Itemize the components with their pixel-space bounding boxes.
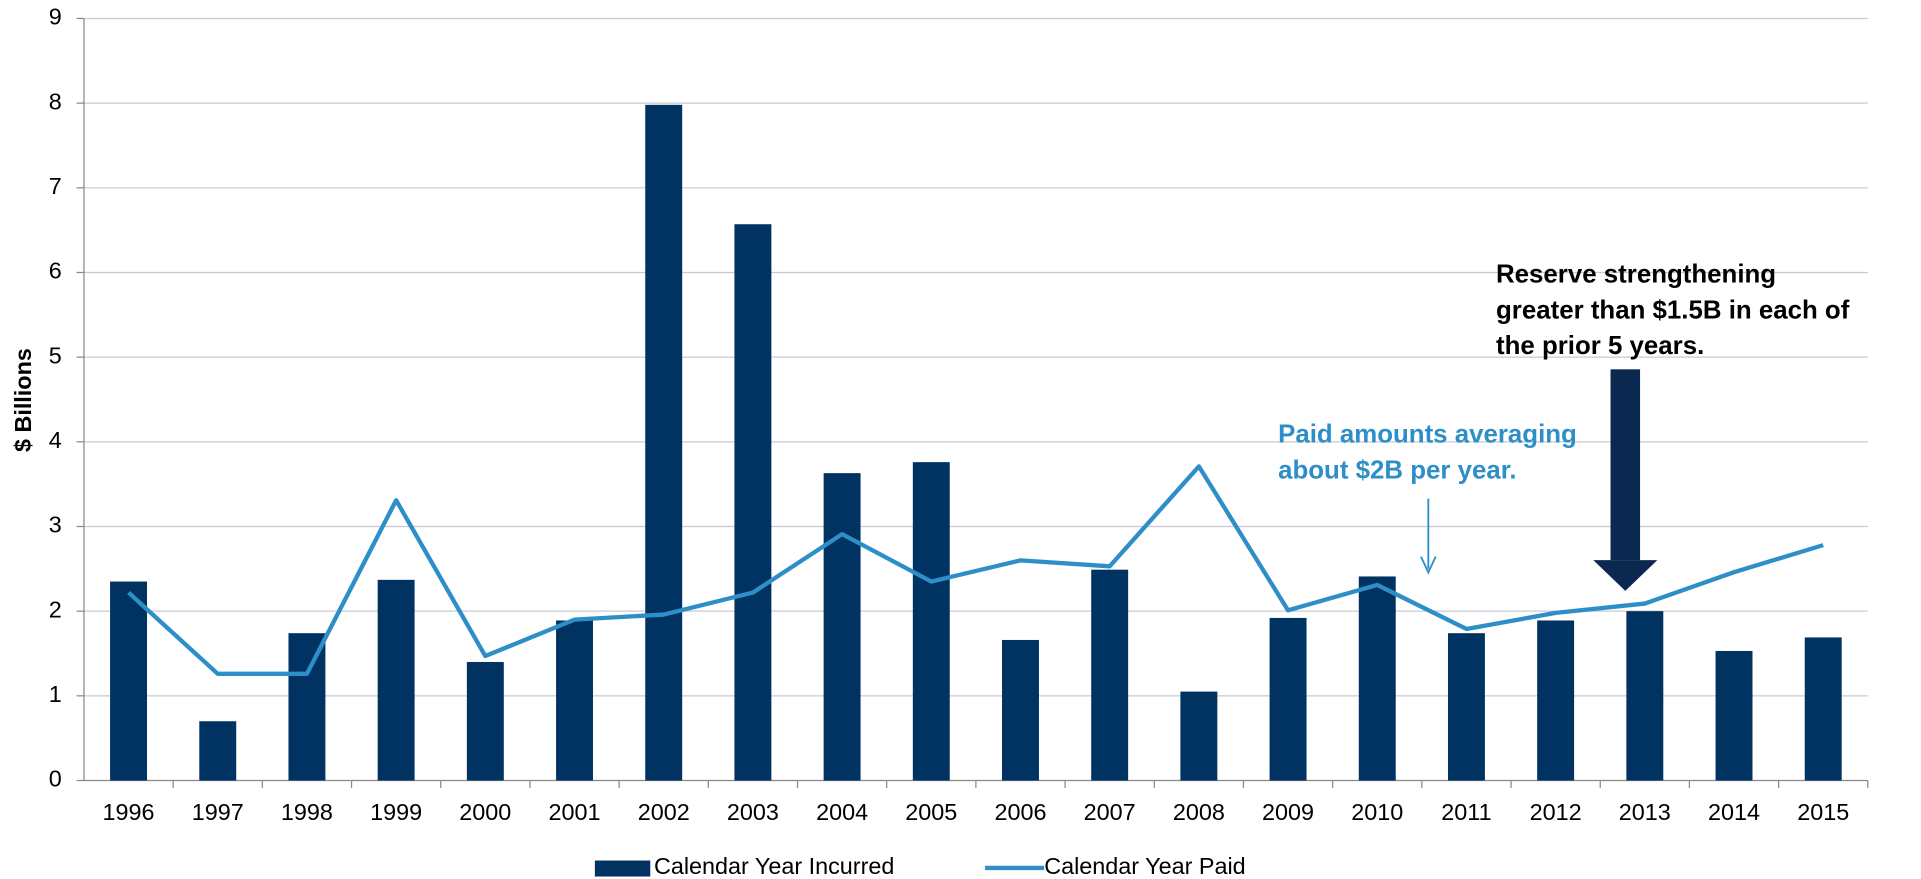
legend-swatch	[594, 860, 651, 877]
legend-label: Calendar Year Paid	[1044, 853, 1245, 879]
line	[127, 464, 1824, 676]
bar	[377, 579, 415, 781]
y-tick-label: 4	[49, 427, 62, 453]
x-tick-label: 1997	[192, 799, 244, 825]
bar	[199, 721, 237, 781]
bar	[288, 633, 326, 781]
annotation: Reserve strengthening	[1496, 261, 1776, 289]
y-tick-label: 1	[49, 681, 62, 707]
y-tick-label: 7	[49, 173, 62, 199]
annotation: Paid amounts averaging	[1278, 421, 1577, 449]
x-tick-label: 2010	[1351, 799, 1403, 825]
x-tick-label: 2005	[905, 799, 957, 825]
x-tick-label: 2014	[1708, 799, 1760, 825]
bar	[1091, 569, 1129, 781]
x-tick-label: 1996	[103, 799, 155, 825]
bar	[1002, 639, 1039, 781]
x-tick-label: 2013	[1619, 799, 1671, 825]
y-tick-label: 5	[49, 342, 62, 368]
y-tick-label: 6	[49, 258, 62, 284]
y-axis-label: $ Billions	[10, 348, 36, 452]
bar	[912, 462, 950, 781]
x-tick-label: 2008	[1173, 799, 1225, 825]
bar	[1180, 691, 1218, 781]
arrow-reserve	[1593, 369, 1658, 591]
bar	[1715, 650, 1753, 781]
arrow-paid	[1420, 498, 1437, 575]
y-tick-label: 8	[49, 88, 62, 114]
x-tick-label: 2002	[638, 799, 690, 825]
y-tick-label: 9	[49, 4, 62, 30]
y-tick-label: 2	[49, 596, 62, 622]
x-tick-label: 2012	[1530, 799, 1582, 825]
annotation: greater than $1.5B in each of	[1496, 296, 1850, 324]
bar	[645, 104, 683, 781]
x-tick-label: 2003	[727, 799, 779, 825]
x-tick-label: 1998	[281, 799, 333, 825]
bar	[734, 224, 772, 781]
x-tick-label: 2009	[1262, 799, 1314, 825]
x-tick-label: 2015	[1797, 799, 1849, 825]
bar	[466, 661, 504, 781]
bar	[110, 581, 148, 781]
bar	[1269, 617, 1307, 781]
bar	[556, 620, 593, 781]
x-tick-label: 2000	[459, 799, 511, 825]
x-tick-label: 1999	[370, 799, 422, 825]
x-tick-label: 2007	[1084, 799, 1136, 825]
legend-label: Calendar Year Incurred	[654, 853, 894, 879]
bar	[1537, 620, 1575, 781]
annotation: about $2B per year.	[1278, 456, 1516, 484]
bar	[1447, 633, 1485, 781]
x-tick-label: 2011	[1441, 799, 1491, 825]
bar	[823, 473, 861, 781]
annotation: the prior 5 years.	[1496, 332, 1704, 360]
y-tick-label: 3	[49, 512, 62, 538]
x-tick-label: 2001	[549, 799, 601, 825]
bar	[1804, 637, 1842, 781]
x-tick-label: 2004	[816, 799, 868, 825]
bar	[1626, 611, 1664, 781]
x-tick-label: 2006	[994, 799, 1046, 825]
y-tick-label: 0	[49, 766, 62, 792]
plot: 0 1 2 3 4 5 6 7 8 9 1996 1997 1998 1999 2000 2001 2002 20…	[49, 4, 1869, 879]
bar	[1358, 576, 1396, 781]
